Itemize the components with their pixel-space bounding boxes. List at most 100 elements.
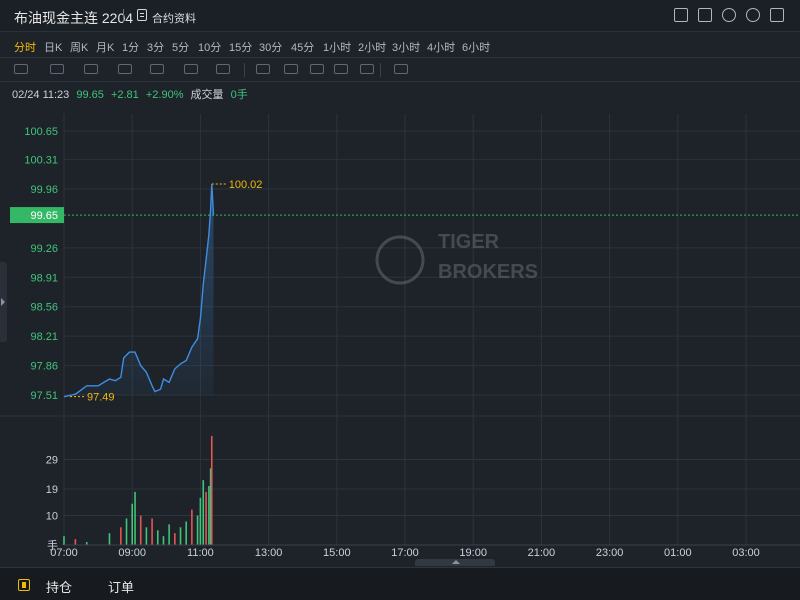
period-tab-9[interactable]: 30分 bbox=[259, 42, 283, 54]
volume-bar bbox=[125, 518, 128, 545]
volume-bar bbox=[85, 542, 88, 545]
x-tick-label: 17:00 bbox=[391, 547, 419, 559]
y-tick-label: 98.91 bbox=[30, 272, 58, 284]
price-line bbox=[63, 183, 215, 398]
volume-bar bbox=[145, 527, 148, 545]
lock-icon[interactable] bbox=[284, 64, 298, 74]
instrument-title: 布油现金主连 2204 bbox=[14, 10, 134, 26]
period-tab-10[interactable]: 45分 bbox=[291, 42, 315, 54]
clone-icon[interactable] bbox=[360, 64, 374, 74]
x-tick-label: 23:00 bbox=[596, 547, 624, 559]
y-tick-label: 97.86 bbox=[30, 361, 58, 373]
text-tool-icon[interactable] bbox=[184, 64, 198, 74]
period-selector: 分时 日K 周K 月K 1分 3分 5分 10分 15分 30分 45分 1小时 2小时 3小时 4小时 6小… bbox=[0, 32, 800, 58]
volume-tick-label: 29 bbox=[46, 454, 58, 466]
fullscreen-icon[interactable] bbox=[770, 8, 784, 22]
title-bar: 布油现金主连 2204 合约资料 bbox=[0, 0, 800, 32]
volume-bar bbox=[139, 515, 142, 545]
settings-icon[interactable] bbox=[746, 8, 760, 22]
x-tick-label: 15:00 bbox=[323, 547, 351, 559]
x-tick-label: 01:00 bbox=[664, 547, 692, 559]
volume-bar bbox=[209, 468, 212, 545]
rect-tool-icon[interactable] bbox=[50, 64, 64, 74]
contract-info-link[interactable]: 合约资料 bbox=[152, 13, 196, 25]
volume-bar bbox=[162, 536, 165, 545]
period-tab-0[interactable]: 分时 bbox=[14, 42, 36, 54]
brush-tool-icon[interactable] bbox=[118, 64, 132, 74]
eye-icon[interactable] bbox=[310, 64, 324, 74]
volume-bar bbox=[120, 527, 122, 545]
bottom-panel-tabs: 持仓 订单 bbox=[0, 567, 800, 600]
header-icon-group bbox=[674, 8, 784, 22]
x-tick-label: 09:00 bbox=[118, 547, 146, 559]
drawing-toolbar bbox=[0, 58, 800, 82]
left-panel-toggle[interactable] bbox=[0, 262, 7, 342]
volume-bar bbox=[134, 491, 136, 545]
pen-icon[interactable] bbox=[256, 64, 270, 74]
low-price-label: 97.49 bbox=[87, 392, 115, 404]
volume-bar bbox=[63, 536, 65, 545]
volume-bar bbox=[210, 435, 213, 545]
intraday-chart[interactable]: 100.65 100.31 99.96 99.26 98.91 98.56 98.21 97.… bbox=[0, 100, 800, 562]
period-tab-7[interactable]: 10分 bbox=[198, 42, 222, 54]
magnet-icon[interactable] bbox=[334, 64, 348, 74]
toolbar-divider bbox=[244, 63, 245, 77]
y-tick-label: 97.51 bbox=[30, 390, 58, 402]
tiger-brokers-watermark: TIGER BROKERS bbox=[375, 231, 538, 285]
y-tick-label: 98.56 bbox=[30, 302, 58, 314]
period-tab-13[interactable]: 3小时 bbox=[392, 42, 421, 54]
screen-icon[interactable] bbox=[674, 8, 688, 22]
volume-bar bbox=[196, 515, 199, 545]
trash-icon[interactable] bbox=[394, 64, 408, 74]
current-price-tag bbox=[10, 207, 64, 224]
y-tick-label: 99.96 bbox=[30, 184, 58, 196]
panel-collapse-handle[interactable] bbox=[415, 559, 495, 566]
volume-bar bbox=[205, 491, 207, 545]
x-tick-label: 07:00 bbox=[50, 547, 78, 559]
period-tab-8[interactable]: 15分 bbox=[229, 42, 253, 54]
image-tool-icon[interactable] bbox=[216, 64, 230, 74]
volume-bar bbox=[151, 518, 153, 545]
volume-tick-label: 10 bbox=[46, 511, 58, 523]
period-tab-5[interactable]: 3分 bbox=[147, 42, 165, 54]
period-tab-14[interactable]: 4小时 bbox=[427, 42, 456, 54]
volume-label: 成交量 bbox=[190, 89, 224, 101]
period-tab-11[interactable]: 1小时 bbox=[323, 42, 352, 54]
volume-bar bbox=[156, 530, 159, 545]
period-tab-15[interactable]: 6小时 bbox=[462, 42, 491, 54]
volume-value: 0手 bbox=[230, 89, 248, 101]
period-tab-1[interactable]: 日K bbox=[44, 42, 63, 54]
edit-icon[interactable] bbox=[698, 8, 712, 22]
volume-bar bbox=[179, 527, 182, 545]
cursor-tool-icon[interactable] bbox=[150, 64, 164, 74]
pattern-tool-icon[interactable] bbox=[84, 64, 98, 74]
x-tick-label: 03:00 bbox=[732, 547, 760, 559]
period-tab-2[interactable]: 周K bbox=[70, 42, 89, 54]
y-tick-label: 98.21 bbox=[30, 331, 58, 343]
high-price-label: 100.02 bbox=[229, 179, 263, 191]
price-area-fill bbox=[64, 184, 214, 397]
period-tab-4[interactable]: 1分 bbox=[122, 42, 140, 54]
x-tick-label: 21:00 bbox=[528, 547, 556, 559]
volume-bar bbox=[202, 480, 205, 545]
y-tick-label: 99.26 bbox=[30, 243, 58, 255]
line-tool-icon[interactable] bbox=[14, 64, 28, 74]
tab-positions[interactable]: 持仓 bbox=[46, 580, 73, 595]
document-icon[interactable] bbox=[137, 9, 147, 21]
quote-change: +2.81 bbox=[110, 89, 139, 101]
period-tab-6[interactable]: 5分 bbox=[172, 42, 190, 54]
volume-bar bbox=[199, 497, 202, 545]
quote-price: 99.65 bbox=[76, 89, 104, 101]
volume-bar bbox=[185, 521, 187, 545]
title-divider bbox=[123, 9, 124, 22]
tab-orders[interactable]: 订单 bbox=[108, 580, 135, 595]
volume-bar bbox=[168, 524, 170, 545]
refresh-icon[interactable] bbox=[722, 8, 736, 22]
volume-bar bbox=[174, 533, 176, 545]
period-tab-3[interactable]: 月K bbox=[96, 42, 115, 54]
volume-bar bbox=[208, 486, 210, 545]
quote-change-pct: +2.90% bbox=[145, 89, 184, 101]
quote-summary: 02/24 11:23 99.65 +2.81 +2.90% 成交量 0手 bbox=[12, 86, 252, 102]
y-tick-label: 100.31 bbox=[24, 155, 58, 167]
period-tab-12[interactable]: 2小时 bbox=[358, 42, 387, 54]
